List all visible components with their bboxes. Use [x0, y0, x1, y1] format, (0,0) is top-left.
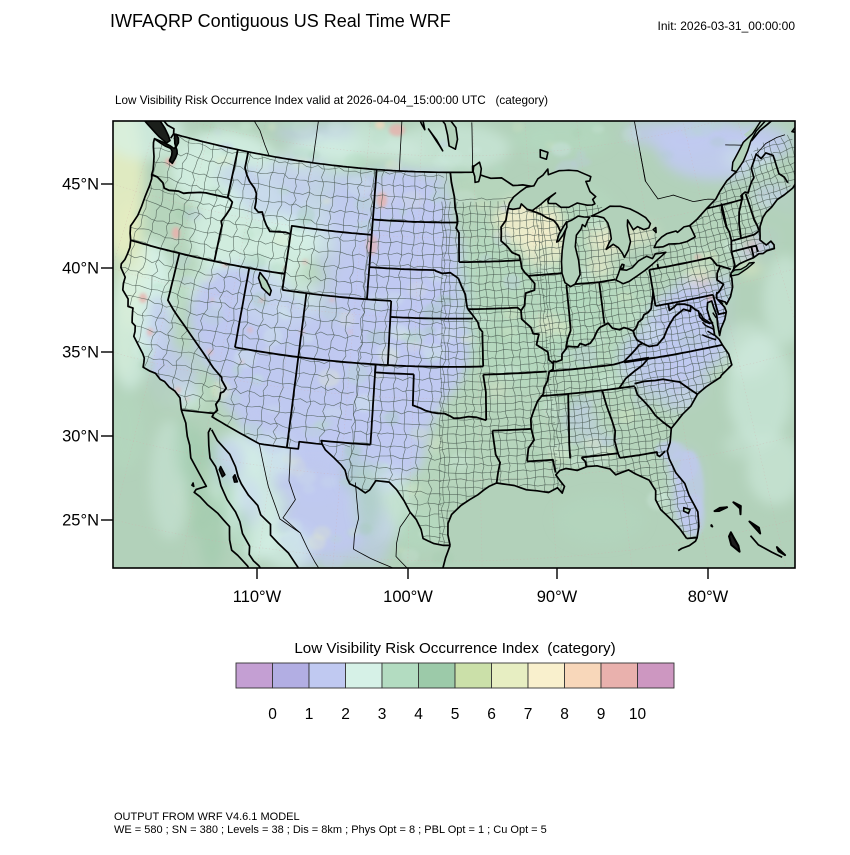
svg-text:Low Visibility Risk Occurrence: Low Visibility Risk Occurrence Index (ca… [294, 640, 615, 657]
svg-text:4: 4 [414, 706, 423, 723]
svg-text:35°N: 35°N [62, 344, 99, 362]
svg-text:40°N: 40°N [62, 260, 99, 278]
svg-text:110°W: 110°W [233, 588, 282, 606]
svg-text:9: 9 [597, 706, 606, 723]
svg-text:Low Visibility Risk Occurrence: Low Visibility Risk Occurrence Index val… [115, 94, 548, 107]
svg-text:25°N: 25°N [62, 512, 99, 530]
svg-text:80°W: 80°W [688, 588, 729, 606]
svg-text:Init: 2026-03-31_00:00:00: Init: 2026-03-31_00:00:00 [658, 19, 796, 33]
svg-text:7: 7 [524, 706, 533, 723]
svg-text:1: 1 [305, 706, 314, 723]
svg-text:100°W: 100°W [383, 588, 433, 606]
svg-text:IWFAQRP Contiguous US Real Tim: IWFAQRP Contiguous US Real Time WRF [110, 11, 451, 31]
svg-text:10: 10 [629, 706, 647, 723]
svg-text:WE = 580 ; SN = 380 ; Levels =: WE = 580 ; SN = 380 ; Levels = 38 ; Dis … [114, 824, 547, 836]
svg-text:0: 0 [268, 706, 277, 723]
svg-text:OUTPUT FROM WRF V4.6.1 MODEL: OUTPUT FROM WRF V4.6.1 MODEL [114, 811, 300, 823]
svg-text:3: 3 [378, 706, 387, 723]
svg-text:5: 5 [451, 706, 460, 723]
svg-text:45°N: 45°N [62, 176, 99, 194]
svg-text:2: 2 [341, 706, 350, 723]
svg-text:6: 6 [487, 706, 496, 723]
svg-text:8: 8 [560, 706, 569, 723]
svg-text:90°W: 90°W [537, 588, 578, 606]
svg-text:30°N: 30°N [62, 428, 99, 446]
